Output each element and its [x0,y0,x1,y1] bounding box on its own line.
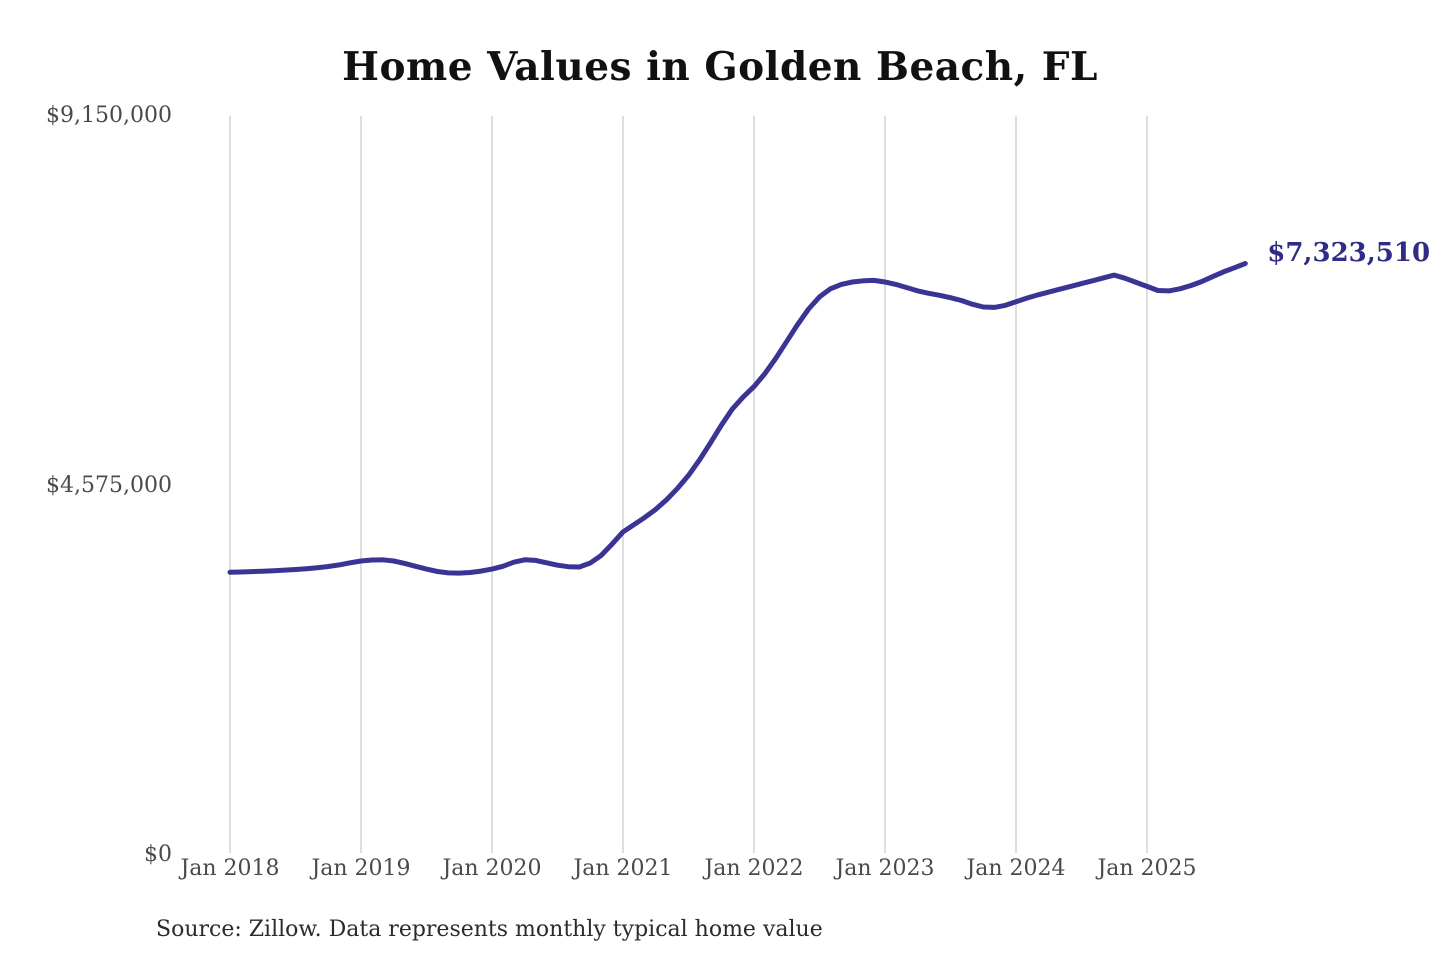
x-axis-label: Jan 2022 [704,856,804,881]
chart-title: Home Values in Golden Beach, FL [342,44,1098,90]
y-axis-label: $4,575,000 [46,472,172,498]
latest-value-label: $7,323,510 [1267,237,1431,268]
home-value-line [227,261,1248,576]
x-axis-label: Jan 2021 [573,856,673,881]
y-axis-label: $0 [144,842,172,867]
x-axis-label: Jan 2023 [835,856,935,881]
x-axis-label: Jan 2018 [180,856,280,881]
y-axis-label: $9,150,000 [46,103,172,128]
x-axis-label: Jan 2024 [966,856,1066,881]
x-axis-label: Jan 2020 [442,856,542,881]
source-note: Source: Zillow. Data represents monthly … [156,917,823,942]
x-axis-label: Jan 2019 [311,856,411,881]
x-axis-label: Jan 2025 [1097,856,1197,881]
